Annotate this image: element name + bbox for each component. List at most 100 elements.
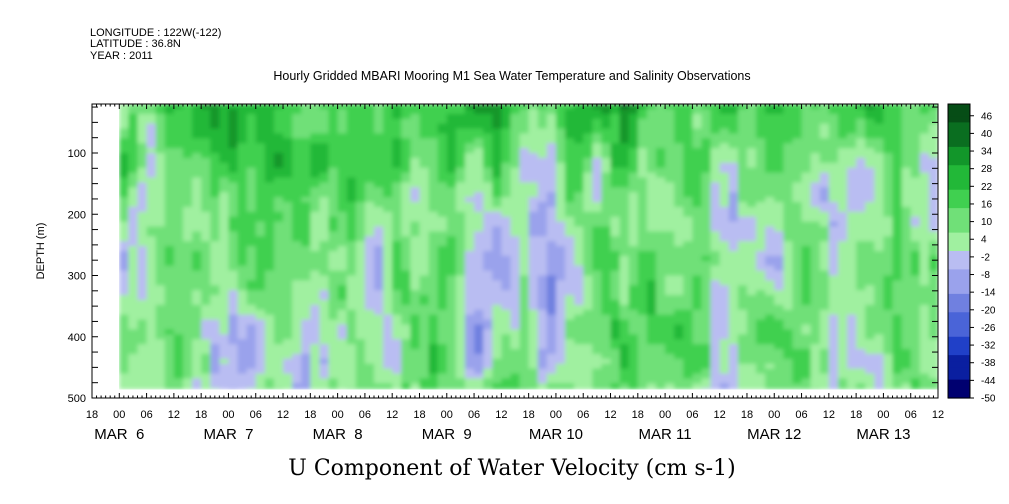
heatmap-cell — [856, 285, 866, 291]
heatmap-cell — [137, 113, 148, 120]
heatmap-cell — [874, 373, 885, 379]
heatmap-cell — [656, 280, 666, 286]
heatmap-cell — [537, 236, 548, 242]
heatmap-cell — [819, 334, 830, 340]
heatmap-cell — [683, 197, 693, 203]
heatmap-cell — [746, 211, 757, 218]
heatmap-cell — [801, 202, 812, 208]
heatmap-cell — [683, 104, 693, 110]
heatmap-cell — [555, 339, 566, 345]
heatmap-cell — [310, 177, 321, 183]
heatmap-cell — [283, 314, 293, 321]
heatmap-cell — [874, 128, 885, 134]
heatmap-cell — [264, 202, 275, 208]
heatmap-cell — [255, 309, 266, 316]
heatmap-cell — [728, 260, 739, 267]
heatmap-cell — [273, 304, 284, 311]
heatmap-cell — [246, 319, 257, 326]
heatmap-cell — [501, 153, 512, 159]
heatmap-cell — [674, 202, 684, 208]
heatmap-cell — [310, 251, 321, 257]
heatmap-cell — [392, 118, 402, 125]
heatmap-cell — [137, 265, 148, 272]
heatmap-cell — [255, 334, 266, 340]
heatmap-cell — [310, 300, 321, 306]
heatmap-cell — [656, 206, 666, 213]
heatmap-cell — [674, 290, 684, 296]
heatmap-cell — [164, 388, 175, 390]
heatmap-cell — [273, 251, 284, 257]
heatmap-cell — [837, 133, 848, 139]
heatmap-cell — [646, 153, 657, 159]
heatmap-cell — [355, 221, 366, 228]
heatmap-cell — [610, 255, 621, 262]
heatmap-cell — [728, 182, 739, 188]
heatmap-cell — [492, 236, 502, 242]
heatmap-cell — [192, 216, 202, 223]
heatmap-cell — [610, 358, 621, 365]
heatmap-cell — [801, 148, 812, 154]
heatmap-cell — [310, 353, 321, 360]
heatmap-cell — [483, 300, 493, 306]
heatmap-cell — [528, 157, 539, 164]
heatmap-cell — [328, 270, 339, 277]
heatmap-cell — [246, 290, 257, 296]
heatmap-cell — [583, 172, 593, 179]
heatmap-cell — [246, 344, 257, 350]
heatmap-cell — [446, 197, 457, 203]
heatmap-cell — [828, 202, 839, 208]
heatmap-cell — [346, 162, 357, 169]
heatmap-cell — [328, 182, 339, 188]
heatmap-cell — [583, 353, 593, 360]
heatmap-cell — [865, 202, 875, 208]
heatmap-cell — [455, 197, 466, 203]
heatmap-cell — [301, 334, 311, 340]
heatmap-cell — [264, 270, 275, 277]
heatmap-cell — [355, 309, 366, 316]
heatmap-cell — [801, 167, 812, 174]
heatmap-cell — [783, 182, 794, 188]
heatmap-cell — [264, 123, 275, 130]
heatmap-cell — [510, 241, 521, 247]
heatmap-cell — [310, 128, 321, 134]
heatmap-cell — [774, 251, 784, 257]
heatmap-cell — [746, 231, 757, 237]
heatmap-cell — [364, 202, 375, 208]
heatmap-cell — [201, 358, 211, 365]
heatmap-cell — [519, 388, 530, 390]
heatmap-cell — [528, 177, 539, 183]
heatmap-cell — [474, 236, 484, 242]
heatmap-cell — [319, 202, 330, 208]
heatmap-cell — [546, 148, 557, 154]
heatmap-cell — [192, 167, 202, 174]
heatmap-cell — [565, 324, 575, 330]
heatmap-cell — [182, 275, 193, 281]
heatmap-cell — [301, 319, 311, 326]
heatmap-cell — [455, 388, 466, 390]
heatmap-cell — [364, 177, 375, 183]
heatmap-cell — [346, 290, 357, 296]
heatmap-cell — [665, 133, 675, 139]
heatmap-cell — [164, 108, 175, 115]
heatmap-cell — [355, 177, 366, 183]
heatmap-cell — [774, 378, 784, 384]
heatmap-cell — [437, 353, 448, 360]
heatmap-cell — [701, 295, 712, 301]
heatmap-cell — [146, 128, 157, 134]
heatmap-cell — [164, 143, 175, 149]
heatmap-cell — [146, 255, 157, 262]
heatmap-cell — [374, 285, 384, 291]
heatmap-cell — [146, 270, 157, 277]
heatmap-cell — [119, 113, 129, 120]
heatmap-cell — [201, 280, 211, 286]
heatmap-cell — [847, 123, 857, 130]
heatmap-cell — [565, 358, 575, 365]
heatmap-cell — [410, 309, 421, 316]
heatmap-cell — [464, 138, 475, 144]
heatmap-cell — [619, 123, 630, 130]
heatmap-cell — [874, 221, 885, 228]
heatmap-cell — [455, 314, 466, 321]
heatmap-cell — [583, 329, 593, 335]
heatmap-cell — [492, 177, 502, 183]
heatmap-cell — [119, 221, 129, 228]
